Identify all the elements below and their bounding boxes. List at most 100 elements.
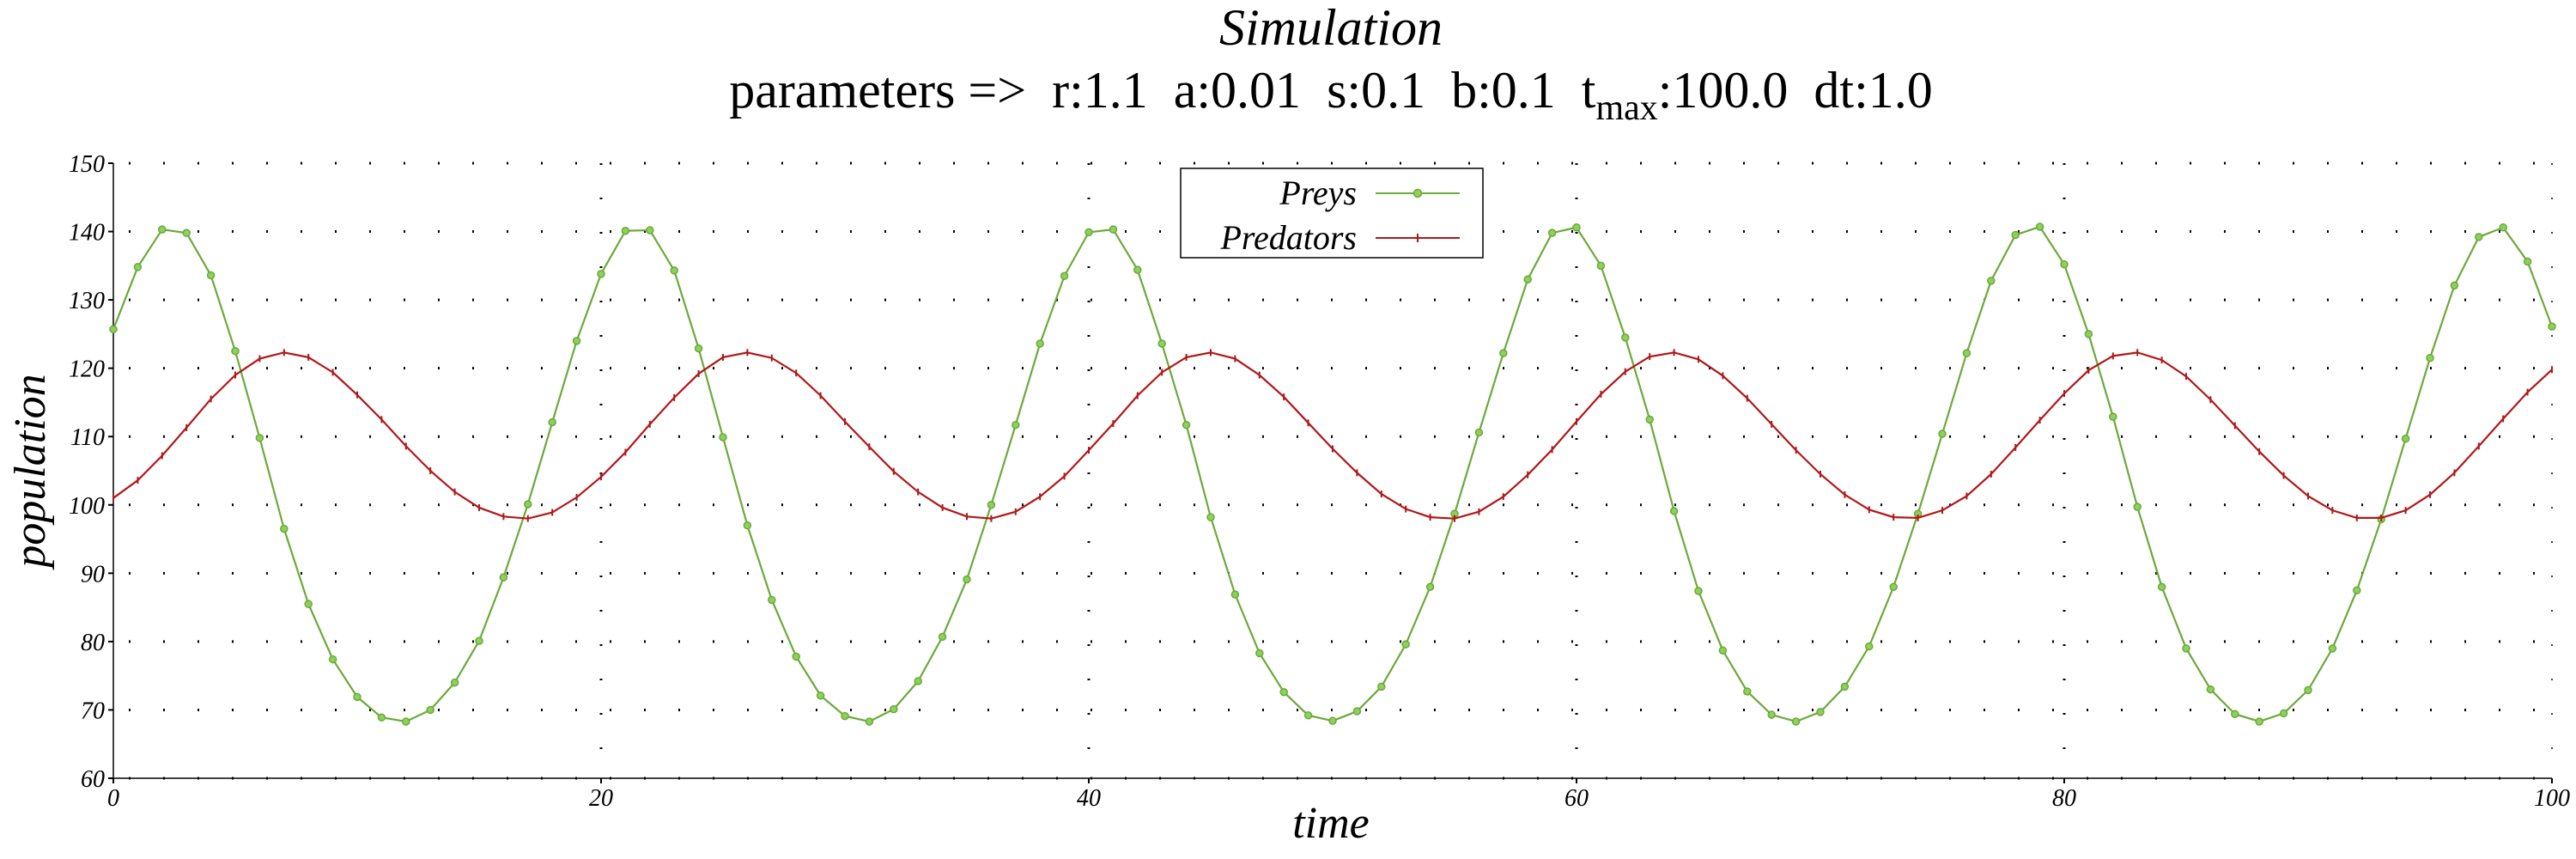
series-preys [110,223,2555,725]
y-tick-label: 140 [69,220,105,247]
data-point-preys [1963,350,1970,356]
data-point-preys [2085,331,2092,338]
data-point-preys [476,637,483,644]
data-point-preys [378,714,385,721]
y-tick-label: 150 [69,151,105,178]
subtitle-prefix: parameters => [729,62,1026,119]
data-point-preys [598,271,605,277]
data-point-preys [1061,272,1068,279]
param-s: s:0.1 [1327,62,1425,119]
data-point-preys [574,338,580,344]
x-tick-label: 60 [1564,785,1589,812]
data-point-preys [1475,429,1482,436]
data-point-preys [1890,583,1897,590]
data-point-preys [1939,430,1946,437]
data-point-preys [1793,718,1800,725]
x-tick-label: 100 [2534,785,2570,812]
data-point-preys [452,679,459,686]
data-point-preys [1109,226,1116,233]
data-point-preys [305,600,312,607]
data-point-preys [841,713,848,720]
data-point-preys [2305,686,2312,693]
data-point-preys [866,718,872,725]
x-tick-label: 40 [1077,785,1101,812]
data-point-preys [500,574,507,581]
data-point-preys [183,229,190,236]
data-point-preys [2354,587,2360,594]
data-point-preys [1671,508,1678,515]
data-point-preys [330,656,337,663]
data-point-preys [671,267,677,274]
data-point-preys [744,522,750,529]
param-a: a:0.01 [1174,62,1301,119]
y-tick-label: 120 [69,356,105,383]
data-point-preys [987,502,994,509]
y-tick-label: 130 [69,288,105,314]
series-predators [113,349,2552,521]
data-point-preys [769,596,775,603]
data-point-preys [1817,709,1824,716]
y-tick-label: 110 [70,424,105,451]
data-point-preys [1719,647,1726,654]
param-dt: dt:1.0 [1814,62,1932,119]
data-point-preys [914,678,921,685]
data-point-preys [696,345,702,352]
data-point-preys [2037,223,2044,230]
param-b: b:0.1 [1451,62,1556,119]
x-tick-label: 20 [589,785,613,812]
chart-title: Simulation [1219,0,1443,56]
data-point-preys [1646,416,1653,423]
data-point-preys [159,226,166,233]
data-point-preys [2281,710,2287,716]
data-point-preys [2476,234,2482,241]
param-tmax-subscript: max [1595,88,1657,128]
data-point-preys [2207,686,2214,693]
y-tick-label: 100 [69,493,105,520]
data-point-preys [1378,683,1385,690]
data-point-preys [720,434,726,441]
data-point-preys [1158,340,1165,347]
data-point-preys [1841,683,1848,690]
y-tick-labels: 60 70 80 90 100 110 120 130 140 150 [69,151,105,793]
data-point-preys [2451,282,2458,289]
chart-subtitle: parameters => r:1.1 a:0.01 s:0.1 b:0.1 t… [729,62,1933,128]
data-point-preys [1988,277,1995,284]
data-point-preys [2110,413,2117,420]
y-tick-label: 90 [81,561,105,588]
y-tick-label: 80 [81,630,105,656]
data-point-preys [354,693,361,700]
data-point-preys [2524,259,2531,265]
data-point-preys [1036,340,1043,347]
data-point-preys [2329,645,2336,652]
data-point-preys [2061,261,2068,268]
data-point-preys [1134,266,1141,273]
data-point-preys [2232,710,2239,717]
data-point-preys [1866,643,1873,649]
data-point-preys [2403,436,2409,442]
y-tick-label: 70 [81,698,105,724]
data-point-preys [963,576,970,582]
data-point-preys [403,718,410,725]
data-point-preys [1427,583,1434,590]
data-point-preys [1329,717,1336,724]
data-point-preys [1012,422,1019,429]
data-point-preys [281,526,288,533]
y-tick-label: 60 [81,766,105,793]
data-point-preys [1500,350,1507,356]
data-point-preys [2427,355,2433,362]
x-tick-label: 80 [2052,785,2076,812]
data-point-preys [647,227,653,234]
data-point-preys [890,706,897,713]
data-point-preys [1183,422,1190,429]
param-r: r:1.1 [1052,62,1148,119]
legend-marker-preys [1414,190,1422,198]
data-point-preys [1573,224,1580,231]
legend: Preys Predators [1181,168,1483,258]
data-point-preys [1305,712,1312,719]
data-point-preys [2256,718,2263,725]
data-point-preys [1768,711,1775,718]
data-point-preys [1549,229,1556,236]
data-point-preys [622,228,629,235]
data-point-preys [256,435,263,442]
